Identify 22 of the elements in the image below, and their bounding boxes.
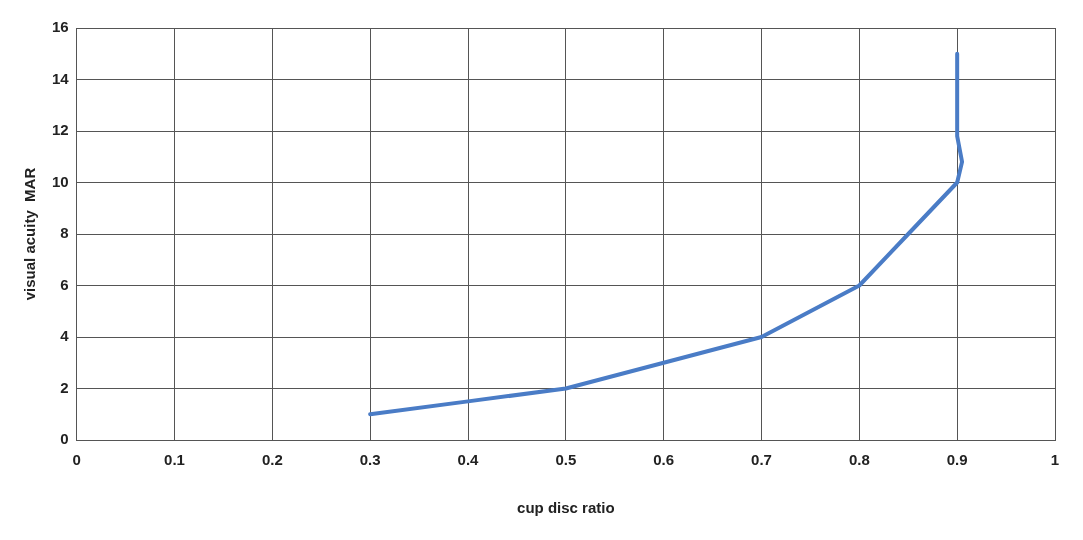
y-axis-title: visual acuity MAR [21, 167, 39, 301]
y-tick-label: 6 [60, 275, 69, 293]
y-tick-label: 12 [52, 121, 69, 139]
x-tick-label: 0.4 [457, 451, 480, 469]
y-tick-label: 14 [52, 69, 70, 87]
x-tick-label: 0.8 [848, 451, 870, 469]
y-tick-label: 16 [52, 18, 69, 36]
x-tick-label: 0 [72, 451, 81, 469]
y-tick-label: 10 [52, 172, 69, 190]
x-tick-label: 1 [1050, 451, 1060, 469]
x-tick-label: 0.1 [164, 451, 185, 469]
y-tick-label: 4 [60, 327, 70, 345]
x-tick-label: 0.9 [946, 451, 968, 469]
x-axis-title: cup disc ratio [517, 499, 615, 517]
x-tick-label: 0.6 [653, 451, 675, 469]
y-tick-label: 2 [60, 378, 69, 396]
y-tick-label: 8 [60, 224, 69, 242]
x-tick-label: 0.3 [359, 451, 381, 469]
y-tick-label: 0 [60, 430, 69, 448]
x-tick-label: 0.7 [751, 451, 772, 469]
x-tick-label: 0.2 [261, 451, 283, 469]
x-tick-label: 0.5 [555, 451, 577, 469]
